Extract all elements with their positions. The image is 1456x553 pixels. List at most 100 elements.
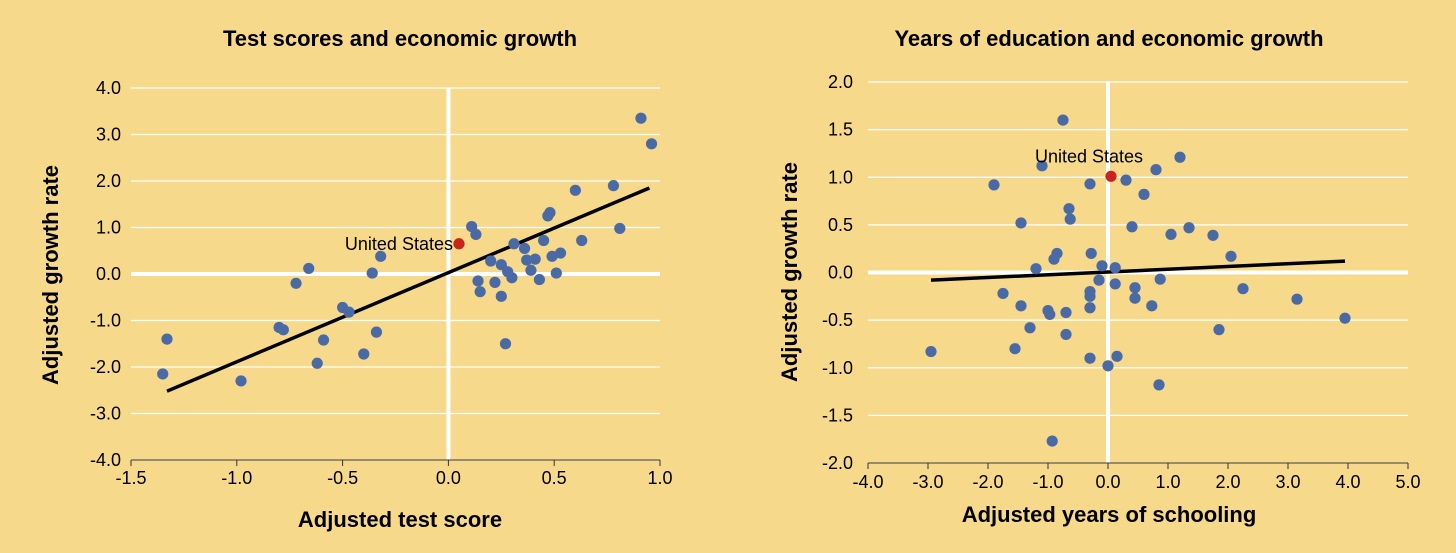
x-tick-label: 5.0 (1395, 472, 1420, 492)
data-point (1060, 328, 1072, 341)
data-point (1084, 290, 1096, 302)
chart-title: Test scores and economic growth (223, 26, 577, 51)
data-point (518, 242, 531, 255)
data-point (1111, 350, 1123, 362)
data-point (1060, 306, 1072, 319)
y-tick-label: 3.0 (96, 125, 121, 145)
x-tick-label: 0.0 (1095, 472, 1120, 492)
data-point (1063, 203, 1075, 215)
data-point (235, 375, 247, 387)
x-tick-label: 3.0 (1275, 472, 1300, 492)
x-tick-label: -0.5 (327, 468, 358, 488)
data-points (157, 112, 658, 387)
data-point (1030, 263, 1042, 275)
data-point (1057, 114, 1069, 126)
data-point (1036, 160, 1048, 172)
data-point (1064, 213, 1076, 225)
data-point (277, 324, 289, 336)
data-point (474, 286, 486, 298)
data-point (366, 267, 378, 279)
chart-title: Years of education and economic growth (894, 26, 1323, 51)
x-tick-label: 1.0 (1155, 472, 1180, 492)
highlight-group: United States (345, 234, 465, 254)
data-point (470, 228, 482, 241)
y-tick-label: -2.0 (822, 453, 853, 473)
data-point (1225, 250, 1237, 262)
data-point (607, 180, 620, 192)
data-point (1213, 324, 1225, 336)
data-point (1150, 164, 1162, 176)
x-tick-label: -1.0 (221, 468, 252, 488)
data-point (576, 234, 588, 247)
y-tick-label: 1.5 (828, 120, 853, 140)
data-point (550, 267, 562, 279)
data-point (525, 264, 537, 276)
data-point (343, 306, 355, 318)
x-axis-label: Adjusted years of schooling (962, 502, 1257, 527)
data-point (538, 234, 550, 247)
x-tick-label: 4.0 (1335, 472, 1360, 492)
data-point (997, 287, 1009, 300)
data-point (554, 247, 567, 259)
data-point (1024, 322, 1036, 334)
data-point (1093, 274, 1105, 286)
data-point (1109, 262, 1121, 274)
highlight-point (1105, 170, 1117, 182)
chart-test-scores: Test scores and economic growth 4.0 3.0 2.… (38, 26, 673, 532)
y-tick-label: 0.0 (96, 264, 121, 284)
y-tick-label: 1.0 (96, 218, 121, 238)
data-point (1237, 283, 1249, 295)
data-point (1102, 360, 1114, 372)
gridlines (131, 87, 660, 461)
y-tick-label: -1.5 (822, 405, 853, 425)
data-point (472, 275, 484, 287)
x-tick-label: -1.0 (1032, 472, 1063, 492)
data-point (1084, 302, 1096, 314)
y-tick-label: -1.0 (822, 358, 853, 378)
data-point (358, 348, 370, 360)
data-point (533, 273, 545, 286)
data-point (489, 276, 501, 288)
data-point (614, 222, 626, 235)
x-axis-label: Adjusted test score (298, 507, 502, 532)
y-tick-label: 2.0 (828, 72, 853, 92)
y-tick-label: -4.0 (90, 450, 121, 470)
zero-lines (131, 88, 660, 460)
x-tick-label: -1.5 (115, 468, 146, 488)
data-point (1138, 188, 1150, 200)
trend-line-group (930, 259, 1346, 282)
y-tick-label: 0.5 (828, 215, 853, 235)
data-point (1084, 352, 1096, 364)
data-point (1109, 278, 1121, 290)
data-point (1339, 312, 1351, 324)
x-tick-label: 2.0 (1215, 472, 1240, 492)
y-tick-label: -3.0 (90, 404, 121, 424)
y-tick-label: 4.0 (96, 78, 121, 98)
data-point (1146, 300, 1158, 312)
highlight-label: United States (345, 234, 453, 254)
data-point (1291, 293, 1303, 305)
data-point (1046, 435, 1058, 447)
data-point (1120, 174, 1132, 186)
data-point (569, 184, 581, 196)
data-point (1154, 273, 1166, 285)
highlight-label: United States (1035, 146, 1143, 166)
data-point (317, 334, 330, 346)
data-point (1015, 217, 1027, 229)
data-point (499, 338, 512, 350)
data-point (1084, 178, 1096, 190)
data-point (506, 272, 518, 284)
y-tick-label: 2.0 (96, 171, 121, 191)
x-tick-label: 0.5 (542, 468, 567, 488)
zero-lines (868, 82, 1408, 463)
data-point (303, 262, 315, 275)
data-point (161, 333, 173, 345)
y-tick-label: 1.0 (828, 167, 853, 187)
y-axis-label: Adjusted growth rate (777, 162, 802, 382)
x-tick-label: 0.0 (436, 468, 461, 488)
x-tick-label: -3.0 (912, 472, 943, 492)
data-point (1183, 222, 1195, 234)
data-point (311, 357, 323, 369)
x-tick-labels: -4.0 -3.0 -2.0 -1.0 0.0 1.0 2.0 3.0 4.0 5.0 (852, 462, 1421, 492)
